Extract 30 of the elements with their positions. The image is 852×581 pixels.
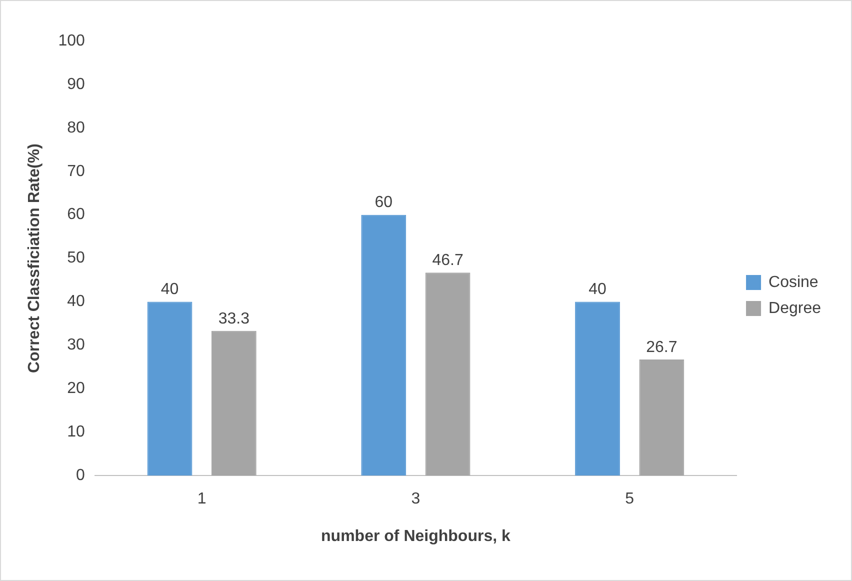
y-tick-label: 50: [67, 250, 85, 267]
y-tick-label: 90: [67, 76, 85, 93]
y-tick-label: 70: [67, 162, 85, 180]
bar: [361, 214, 406, 476]
y-axis-title: Correct Classficiation Rate(%): [26, 144, 44, 373]
data-label: 40: [588, 281, 607, 298]
data-label: 46.7: [432, 252, 464, 270]
y-tick-label: 20: [67, 380, 85, 398]
y-tick-label: 0: [76, 467, 85, 484]
x-tick-label: 1: [197, 490, 206, 508]
data-label: 60: [374, 194, 393, 212]
bar: [147, 302, 192, 476]
legend-label: Cosine: [768, 274, 818, 291]
data-label: 26.7: [646, 338, 678, 356]
y-tick-label: 40: [67, 293, 85, 310]
x-tick-label: 3: [411, 490, 420, 508]
y-tick-label: 30: [67, 336, 85, 354]
bar: [639, 360, 684, 476]
x-tick-label: 5: [625, 490, 634, 508]
y-tick-label: 60: [67, 206, 85, 224]
data-label: 40: [160, 281, 179, 298]
bar: [211, 330, 256, 476]
data-label: 33.3: [218, 310, 250, 328]
y-tick-label: 10: [67, 424, 85, 441]
bar: [425, 272, 470, 476]
y-tick-label: 100: [58, 32, 85, 50]
x-axis-title: number of Neighbours, k: [321, 528, 510, 545]
legend-label: Degree: [768, 300, 822, 317]
bar: [575, 302, 620, 476]
y-tick-label: 80: [67, 119, 85, 136]
